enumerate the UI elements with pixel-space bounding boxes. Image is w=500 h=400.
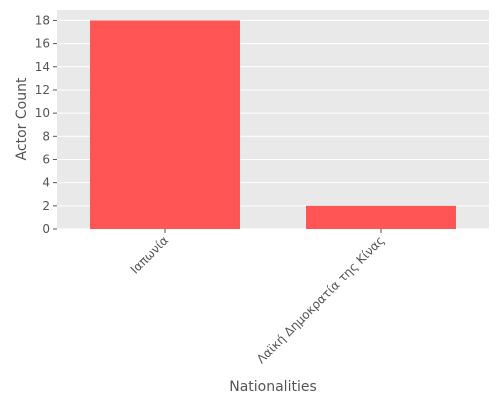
y-axis-ticks: 0 2 4 6 8 10 12 14 16 18 [35,13,57,236]
bars [90,20,456,229]
y-tick-label: 8 [42,129,50,143]
y-tick-label: 10 [35,106,50,120]
y-tick-label: 18 [35,13,50,27]
x-axis-ticks: Ιαπωνία Λαϊκή Δημοκρατία της Κίνας [128,229,387,366]
y-tick-label: 2 [42,199,50,213]
bar [90,20,240,229]
y-tick-label: 4 [42,176,50,190]
y-tick-label: 6 [42,152,50,166]
x-tick-label: Ιαπωνία [128,233,171,276]
bar [306,205,456,229]
x-axis-label: Nationalities [229,379,317,395]
y-axis-label: Actor Count [14,77,30,160]
y-tick-label: 0 [42,222,50,236]
y-tick-label: 16 [35,37,50,51]
y-tick-label: 14 [35,60,50,74]
x-tick-label: Λαϊκή Δημοκρατία της Κίνας [254,233,387,366]
y-tick-label: 12 [35,83,50,97]
